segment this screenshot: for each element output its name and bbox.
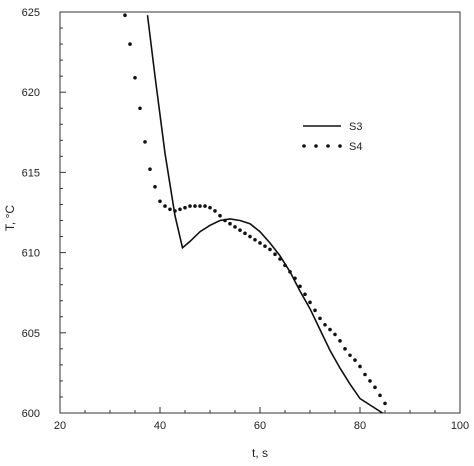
- series-point-s4: [153, 185, 157, 189]
- y-axis: 600 605 610 615 620 625: [22, 7, 66, 420]
- series-point-s4: [308, 300, 312, 305]
- series-point-s4: [193, 204, 197, 208]
- legend: S3 S4: [302, 121, 362, 153]
- series-point-s4: [373, 385, 377, 390]
- series-point-s4: [383, 401, 387, 406]
- series-point-s4: [233, 225, 237, 229]
- series-point-s4: [218, 213, 222, 218]
- plot-frame: [59, 11, 461, 414]
- series-point-s4: [228, 221, 232, 226]
- series-point-s4: [298, 284, 302, 289]
- legend-swatch-s4: [314, 144, 318, 148]
- series-point-s4: [293, 276, 297, 281]
- legend-label-s4: S4: [349, 141, 362, 153]
- legend-swatch-s4: [338, 144, 342, 148]
- series-point-s4: [303, 292, 307, 297]
- x-tick-label: 100: [451, 420, 469, 432]
- series-point-s4: [213, 209, 217, 213]
- y-tick-label: 615: [22, 167, 40, 179]
- series-point-s4: [363, 372, 367, 377]
- series-point-s4: [378, 393, 382, 398]
- series-point-s4: [133, 75, 137, 80]
- series-point-s4: [168, 207, 172, 212]
- y-tick-label: 600: [22, 408, 40, 420]
- y-axis-label: T, °C: [3, 205, 17, 231]
- series-point-s4: [183, 205, 187, 210]
- x-tick-label: 20: [54, 420, 66, 432]
- series-line-s3: [146, 15, 383, 414]
- legend-label-s3: S3: [349, 121, 362, 133]
- x-axis: 20 40 60 80 100: [54, 407, 469, 432]
- series-point-s4: [353, 358, 357, 362]
- series-point-s4: [203, 204, 207, 208]
- series-point-s4: [188, 204, 192, 208]
- series-point-s4: [318, 316, 322, 321]
- x-axis-label: t, s: [252, 446, 268, 460]
- series-point-s4: [143, 140, 147, 144]
- series-point-s4: [323, 322, 327, 327]
- y-tick-label: 605: [22, 328, 40, 340]
- series-point-s4: [208, 205, 212, 210]
- legend-swatch-s4: [302, 144, 306, 148]
- series-point-s4: [328, 327, 332, 332]
- series-layer: [123, 13, 387, 414]
- series-point-s4: [268, 247, 272, 252]
- series-point-s4: [178, 207, 182, 212]
- x-tick-label: 40: [154, 420, 166, 432]
- series-point-s4: [253, 237, 257, 242]
- series-point-s4: [288, 270, 292, 274]
- series-point-s4: [148, 167, 152, 171]
- series-point-s4: [333, 332, 337, 337]
- series-point-s4: [368, 379, 372, 383]
- series-point-s4: [123, 13, 127, 18]
- series-point-s4: [263, 244, 267, 248]
- series-point-s4: [283, 263, 287, 268]
- series-point-s4: [313, 308, 317, 313]
- x-tick-label: 60: [254, 420, 266, 432]
- series-point-s4: [258, 241, 262, 245]
- series-point-s4: [138, 106, 142, 111]
- series-point-s4: [173, 209, 177, 213]
- y-tick-label: 620: [22, 87, 40, 99]
- series-point-s4: [158, 199, 162, 204]
- series-point-s4: [163, 204, 167, 208]
- legend-swatch-s4: [326, 144, 330, 148]
- series-point-s4: [338, 339, 342, 343]
- series-point-s4: [128, 42, 132, 46]
- y-tick-label: 625: [22, 7, 40, 19]
- series-point-s4: [358, 364, 362, 369]
- series-point-s4: [198, 204, 202, 208]
- series-point-s4: [243, 231, 247, 236]
- series-point-s4: [223, 218, 227, 223]
- series-point-s4: [273, 252, 277, 257]
- y-tick-label: 610: [22, 248, 40, 260]
- plot-border: [59, 11, 461, 414]
- series-point-s4: [248, 234, 252, 239]
- x-tick-label: 80: [354, 420, 366, 432]
- series-point-s4: [278, 257, 282, 261]
- series-point-s4: [348, 353, 352, 358]
- series-point-s4: [238, 228, 242, 232]
- series-point-s4: [343, 347, 347, 351]
